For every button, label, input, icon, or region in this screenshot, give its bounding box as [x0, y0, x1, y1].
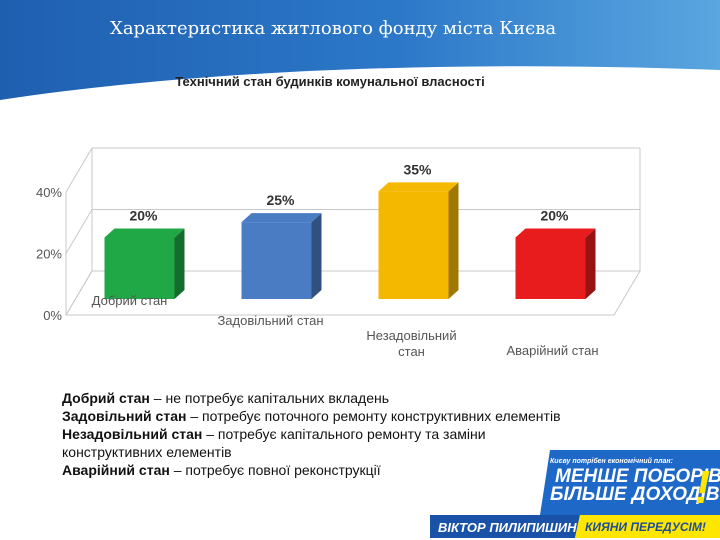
legend-desc: – потребує поточного ремонту конструктив…: [186, 408, 561, 424]
banner-background: [430, 450, 720, 538]
data-label: 35%: [403, 161, 432, 177]
x-tick-label: стан: [398, 344, 425, 359]
legend-desc: – потребує капітального ремонту та замін…: [62, 426, 486, 460]
exclamation-mark: !: [695, 461, 711, 513]
gridline-side: [65, 270, 93, 316]
legend-term: Добрий стан: [62, 390, 150, 406]
header-swoosh: [0, 66, 720, 120]
banner-line2: БІЛЬШЕ ДОХОДІВ: [550, 484, 720, 505]
slide-title: Характеристика житлового фонду міста Киє…: [110, 18, 557, 39]
legend-term: Задовільний стан: [62, 408, 187, 424]
bar: [104, 237, 175, 299]
bar-top: [241, 213, 322, 223]
legend-line: Аварійний стан – потребує повної реконст…: [62, 461, 562, 479]
bar-top: [104, 228, 185, 238]
x-tick-label: Задовільний стан: [217, 313, 323, 328]
gridline-side: [65, 209, 93, 254]
legend-text: Добрий стан – не потребує капітальних вк…: [62, 389, 562, 479]
data-label: 20%: [129, 208, 158, 224]
chart-title: Технічний стан будинків комунальної влас…: [175, 74, 484, 89]
bar-side: [311, 213, 322, 299]
bar-chart: Технічний стан будинків комунальної влас…: [36, 74, 641, 359]
legend-term: Незадовільний стан: [62, 426, 203, 442]
banner-name: ВІКТОР ПИЛИПИШИН: [438, 520, 577, 535]
plot-area: 0% 20% 40% 20% Добрий стан 25% Задовільний ста…: [36, 147, 641, 359]
legend-desc: – потребує повної реконструкції: [169, 462, 381, 478]
banner-slogan: КИЯНИ ПЕРЕДУСІМ!: [585, 520, 706, 534]
x-tick-label: Аварійний стан: [506, 343, 598, 358]
legend-desc: – не потребує капітальних вкладень: [149, 390, 390, 406]
data-label: 20%: [540, 208, 569, 224]
data-label: 25%: [266, 192, 295, 208]
legend-term: Аварійний стан: [62, 462, 170, 478]
x-tick-label: Незадовільний: [366, 328, 456, 343]
banner-line1: МЕНШЕ ПОБОРІВ: [555, 466, 720, 487]
y-tick-label: 20%: [36, 247, 62, 262]
y-tick-label: 40%: [36, 185, 62, 200]
bar-side: [448, 182, 459, 299]
bar-side: [585, 228, 596, 299]
bar: [515, 237, 586, 299]
bar: [241, 222, 312, 299]
bar-top: [515, 228, 596, 238]
legend-line: Незадовільний стан – потребує капітально…: [62, 425, 562, 461]
y-tick-label: 0%: [43, 308, 62, 323]
gridline-side: [65, 147, 93, 193]
legend-line: Добрий стан – не потребує капітальних вк…: [62, 389, 562, 407]
bar: [378, 191, 449, 299]
x-tick-label: Добрий стан: [92, 293, 168, 308]
banner-top-text: Києву потрібен економічний план:: [550, 458, 673, 465]
bar-side: [174, 228, 185, 299]
legend-line: Задовільний стан – потребує поточного ре…: [62, 407, 562, 425]
bar-top: [378, 182, 459, 192]
campaign-banner: Києву потрібен економічний план: МЕНШЕ П…: [430, 440, 720, 540]
